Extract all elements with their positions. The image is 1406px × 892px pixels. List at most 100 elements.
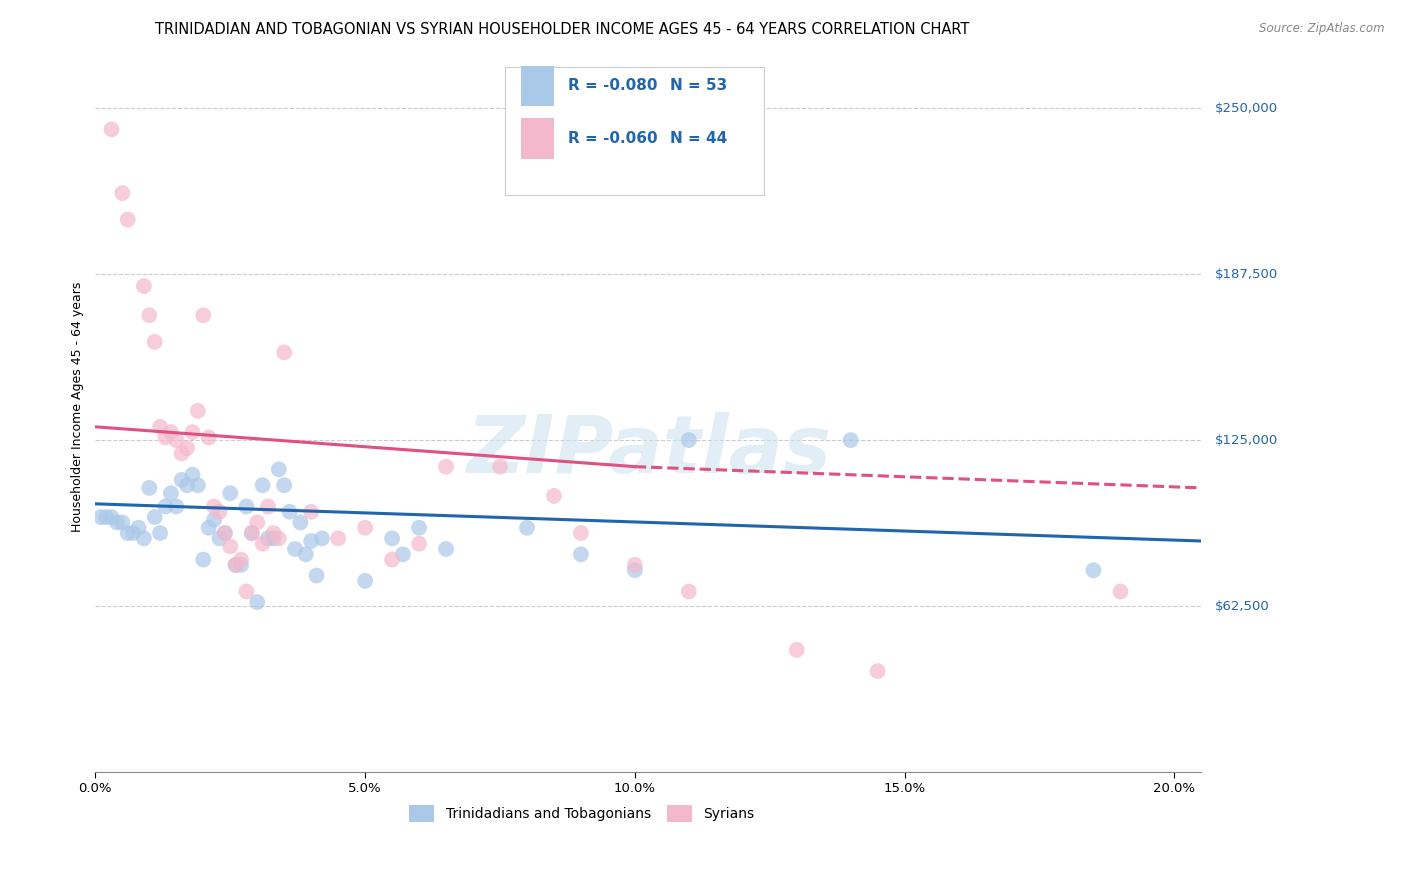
Point xyxy=(392,547,415,561)
Point xyxy=(170,473,193,487)
Point xyxy=(197,521,219,535)
Point xyxy=(299,534,322,549)
Point xyxy=(516,521,538,535)
Point xyxy=(273,345,295,359)
Point xyxy=(117,526,139,541)
Point xyxy=(252,478,274,492)
Point xyxy=(219,486,242,500)
Point xyxy=(165,500,187,514)
FancyBboxPatch shape xyxy=(505,67,765,195)
Point xyxy=(290,516,312,530)
Text: $125,000: $125,000 xyxy=(1215,434,1278,447)
Point xyxy=(624,563,647,577)
Point xyxy=(839,433,862,447)
Point xyxy=(229,558,252,572)
Point xyxy=(143,510,166,524)
Point xyxy=(408,536,430,550)
Point xyxy=(105,516,128,530)
Bar xyxy=(522,66,554,106)
Point xyxy=(235,584,257,599)
Point xyxy=(143,334,166,349)
Point xyxy=(240,526,263,541)
Point xyxy=(170,446,193,460)
Point xyxy=(225,558,247,572)
Point xyxy=(489,459,512,474)
Point xyxy=(193,308,215,322)
Point xyxy=(197,430,219,444)
Point xyxy=(326,532,349,546)
Point xyxy=(155,430,177,444)
Point xyxy=(284,541,307,556)
Y-axis label: Householder Income Ages 45 - 64 years: Householder Income Ages 45 - 64 years xyxy=(72,282,84,533)
Point xyxy=(193,552,215,566)
Text: Source: ZipAtlas.com: Source: ZipAtlas.com xyxy=(1260,22,1385,36)
Point xyxy=(138,481,160,495)
Point xyxy=(225,558,247,572)
Point xyxy=(569,547,592,561)
Point xyxy=(1109,584,1132,599)
Point xyxy=(408,521,430,535)
Point xyxy=(240,526,263,541)
Point xyxy=(122,526,145,541)
Point xyxy=(219,539,242,553)
Point xyxy=(262,532,284,546)
Point xyxy=(273,478,295,492)
Point xyxy=(176,441,198,455)
Point xyxy=(678,584,700,599)
Point xyxy=(381,532,404,546)
Point xyxy=(165,433,187,447)
Text: ZIPatlas: ZIPatlas xyxy=(465,412,831,490)
Point xyxy=(128,521,150,535)
Point xyxy=(100,122,122,136)
Point xyxy=(252,536,274,550)
Point xyxy=(208,532,231,546)
Text: $250,000: $250,000 xyxy=(1215,102,1278,115)
Point xyxy=(262,526,284,541)
Point xyxy=(354,521,377,535)
Point xyxy=(246,595,269,609)
Point xyxy=(111,516,134,530)
Point xyxy=(202,500,225,514)
Point xyxy=(299,505,322,519)
Point xyxy=(354,574,377,588)
Point xyxy=(267,532,290,546)
Text: N = 44: N = 44 xyxy=(671,131,728,146)
Point xyxy=(569,526,592,541)
Point xyxy=(294,547,316,561)
Point xyxy=(543,489,565,503)
Point xyxy=(246,516,269,530)
Point xyxy=(111,186,134,201)
Text: N = 53: N = 53 xyxy=(671,78,728,94)
Text: R = -0.060: R = -0.060 xyxy=(568,131,657,146)
Point xyxy=(117,212,139,227)
Point xyxy=(434,541,457,556)
Text: TRINIDADIAN AND TOBAGONIAN VS SYRIAN HOUSEHOLDER INCOME AGES 45 - 64 YEARS CORRE: TRINIDADIAN AND TOBAGONIAN VS SYRIAN HOU… xyxy=(155,22,970,37)
Point xyxy=(786,643,808,657)
Point xyxy=(181,425,204,439)
Point xyxy=(138,308,160,322)
Point xyxy=(90,510,112,524)
Point xyxy=(214,526,236,541)
Point xyxy=(155,500,177,514)
Legend: Trinidadians and Tobagonians, Syrians: Trinidadians and Tobagonians, Syrians xyxy=(404,799,761,827)
Point xyxy=(257,500,280,514)
Point xyxy=(267,462,290,476)
Point xyxy=(624,558,647,572)
Point xyxy=(305,568,328,582)
Text: R = -0.080: R = -0.080 xyxy=(568,78,657,94)
Point xyxy=(278,505,301,519)
Point xyxy=(1083,563,1105,577)
Point xyxy=(381,552,404,566)
Point xyxy=(187,478,209,492)
Point xyxy=(160,486,183,500)
Point xyxy=(257,532,280,546)
Point xyxy=(229,552,252,566)
Point xyxy=(187,404,209,418)
Point xyxy=(160,425,183,439)
Point xyxy=(94,510,117,524)
Point xyxy=(235,500,257,514)
Point xyxy=(149,419,172,434)
Point xyxy=(311,532,333,546)
Point xyxy=(866,664,889,678)
Text: $62,500: $62,500 xyxy=(1215,599,1270,613)
